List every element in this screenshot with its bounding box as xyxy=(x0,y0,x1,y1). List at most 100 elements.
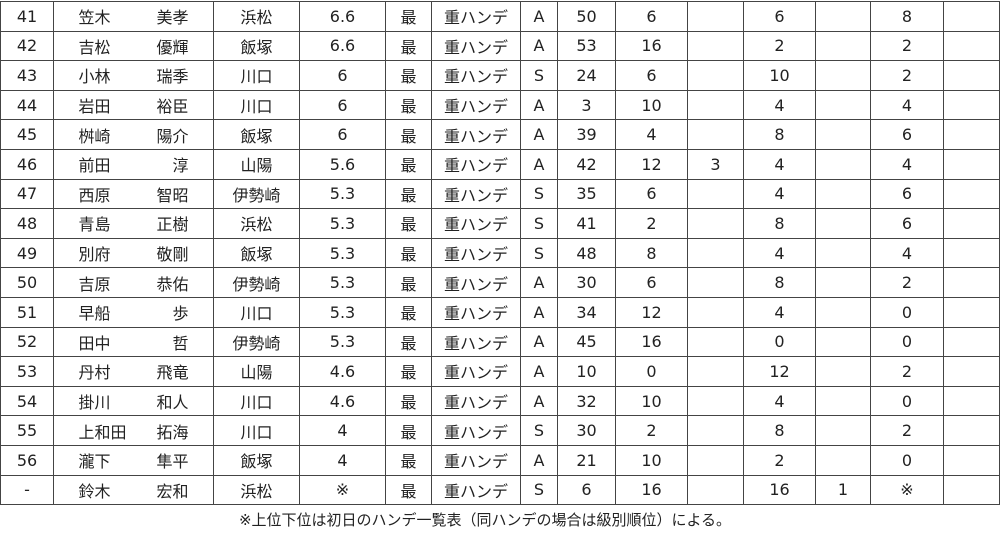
cell-c1: 最 xyxy=(385,178,432,210)
last-name: 掛川 xyxy=(78,393,111,413)
cell-n2: 2 xyxy=(615,208,688,239)
cell-n5: 1 xyxy=(815,474,871,506)
cell-place: 飯塚 xyxy=(213,119,300,150)
cell-place: 川口 xyxy=(213,415,300,446)
cell-n3 xyxy=(687,208,744,239)
cell-name: 西原 智昭 xyxy=(53,178,214,210)
cell-c1: 最 xyxy=(385,1,432,32)
first-name: 陽介 xyxy=(156,126,189,146)
cell-hande: 4 xyxy=(299,444,386,476)
cell-c2: 重ハンデ xyxy=(431,1,521,32)
cell-n6: 4 xyxy=(870,237,944,269)
cell-rank: 54 xyxy=(0,385,54,417)
cell-name: 掛川 和人 xyxy=(53,385,214,417)
cell-place: 山陽 xyxy=(213,356,300,387)
table-row: 52 田中 哲 伊勢崎 5.3 最重ハンデ A 45 16 0 0 xyxy=(0,326,1000,358)
cell-place: 山陽 xyxy=(213,148,300,180)
cell-n2: 12 xyxy=(615,296,688,328)
cell-name: 田中 哲 xyxy=(53,326,214,358)
cell-cls: S xyxy=(520,178,558,210)
cell-n2: 6 xyxy=(615,178,688,210)
cell-n3: 3 xyxy=(687,148,744,180)
cell-n4: 4 xyxy=(743,385,816,417)
cell-cls: S xyxy=(520,415,558,446)
cell-n1: 21 xyxy=(557,444,616,476)
cell-name: 前田 淳 xyxy=(53,148,214,180)
cell-n5 xyxy=(815,60,871,91)
last-name: 別府 xyxy=(78,245,111,265)
cell-n5 xyxy=(815,356,871,387)
cell-cls: S xyxy=(520,60,558,91)
cell-n7 xyxy=(943,444,1000,476)
cell-n4: 10 xyxy=(743,60,816,91)
cell-hande: 6 xyxy=(299,60,386,91)
cell-n2: 10 xyxy=(615,444,688,476)
cell-name: 岩田 裕臣 xyxy=(53,89,214,121)
first-name: 敬剛 xyxy=(156,245,189,265)
first-name: 拓海 xyxy=(156,422,189,442)
cell-rank: 49 xyxy=(0,237,54,269)
cell-place: 浜松 xyxy=(213,208,300,239)
cell-c2: 重ハンデ xyxy=(431,208,521,239)
cell-n7 xyxy=(943,237,1000,269)
cell-n6: 6 xyxy=(870,119,944,150)
cell-n3 xyxy=(687,89,744,121)
cell-n6: 2 xyxy=(870,356,944,387)
cell-n4: 6 xyxy=(743,1,816,32)
cell-n6: 8 xyxy=(870,1,944,32)
cell-rank: 42 xyxy=(0,30,54,62)
cell-n1: 30 xyxy=(557,415,616,446)
last-name: 田中 xyxy=(78,333,111,353)
cell-n7 xyxy=(943,415,1000,446)
cell-n3 xyxy=(687,237,744,269)
cell-c1: 最 xyxy=(385,208,432,239)
table-row: 41 笠木 美孝 浜松 6.6 最重ハンデ A 50 6 6 8 xyxy=(0,1,1000,32)
cell-n7 xyxy=(943,385,1000,417)
cell-n3 xyxy=(687,1,744,32)
table-row: 43 小林 瑞季 川口 6 最重ハンデ S 24 6 10 2 xyxy=(0,60,1000,91)
cell-name: 吉原 恭佑 xyxy=(53,267,214,298)
cell-n5 xyxy=(815,208,871,239)
cell-name: 青島 正樹 xyxy=(53,208,214,239)
first-name: 哲 xyxy=(172,333,189,353)
cell-n6: 6 xyxy=(870,178,944,210)
cell-n1: 24 xyxy=(557,60,616,91)
first-name: 裕臣 xyxy=(156,97,189,117)
cell-hande: 5.3 xyxy=(299,178,386,210)
cell-place: 飯塚 xyxy=(213,237,300,269)
cell-rank: 55 xyxy=(0,415,54,446)
cell-n5 xyxy=(815,237,871,269)
cell-cls: A xyxy=(520,444,558,476)
cell-n4: 12 xyxy=(743,356,816,387)
cell-n3 xyxy=(687,444,744,476)
cell-n4: 2 xyxy=(743,444,816,476)
cell-n6: ※ xyxy=(870,474,944,506)
table-row: 51 早船 歩 川口 5.3 最重ハンデ A 34 12 4 0 xyxy=(0,296,1000,328)
cell-n7 xyxy=(943,89,1000,121)
cell-c2: 重ハンデ xyxy=(431,474,521,506)
cell-hande: ※ xyxy=(299,474,386,506)
cell-n7 xyxy=(943,267,1000,298)
cell-name: 笠木 美孝 xyxy=(53,1,214,32)
cell-n4: 0 xyxy=(743,326,816,358)
cell-n2: 12 xyxy=(615,148,688,180)
cell-rank: 43 xyxy=(0,60,54,91)
cell-place: 川口 xyxy=(213,385,300,417)
cell-hande: 5.3 xyxy=(299,326,386,358)
cell-n1: 45 xyxy=(557,326,616,358)
first-name: 優輝 xyxy=(156,37,189,57)
first-name: 恭佑 xyxy=(156,274,189,294)
cell-rank: 46 xyxy=(0,148,54,180)
cell-n4: 4 xyxy=(743,296,816,328)
cell-n3 xyxy=(687,178,744,210)
cell-c1: 最 xyxy=(385,296,432,328)
cell-rank: 45 xyxy=(0,119,54,150)
cell-cls: A xyxy=(520,326,558,358)
cell-c1: 最 xyxy=(385,148,432,180)
first-name: 正樹 xyxy=(156,215,189,235)
cell-n6: 4 xyxy=(870,148,944,180)
table-row: 47 西原 智昭 伊勢崎 5.3 最重ハンデ S 35 6 4 6 xyxy=(0,178,1000,210)
cell-c2: 重ハンデ xyxy=(431,326,521,358)
last-name: 前田 xyxy=(78,156,111,176)
cell-c2: 重ハンデ xyxy=(431,356,521,387)
